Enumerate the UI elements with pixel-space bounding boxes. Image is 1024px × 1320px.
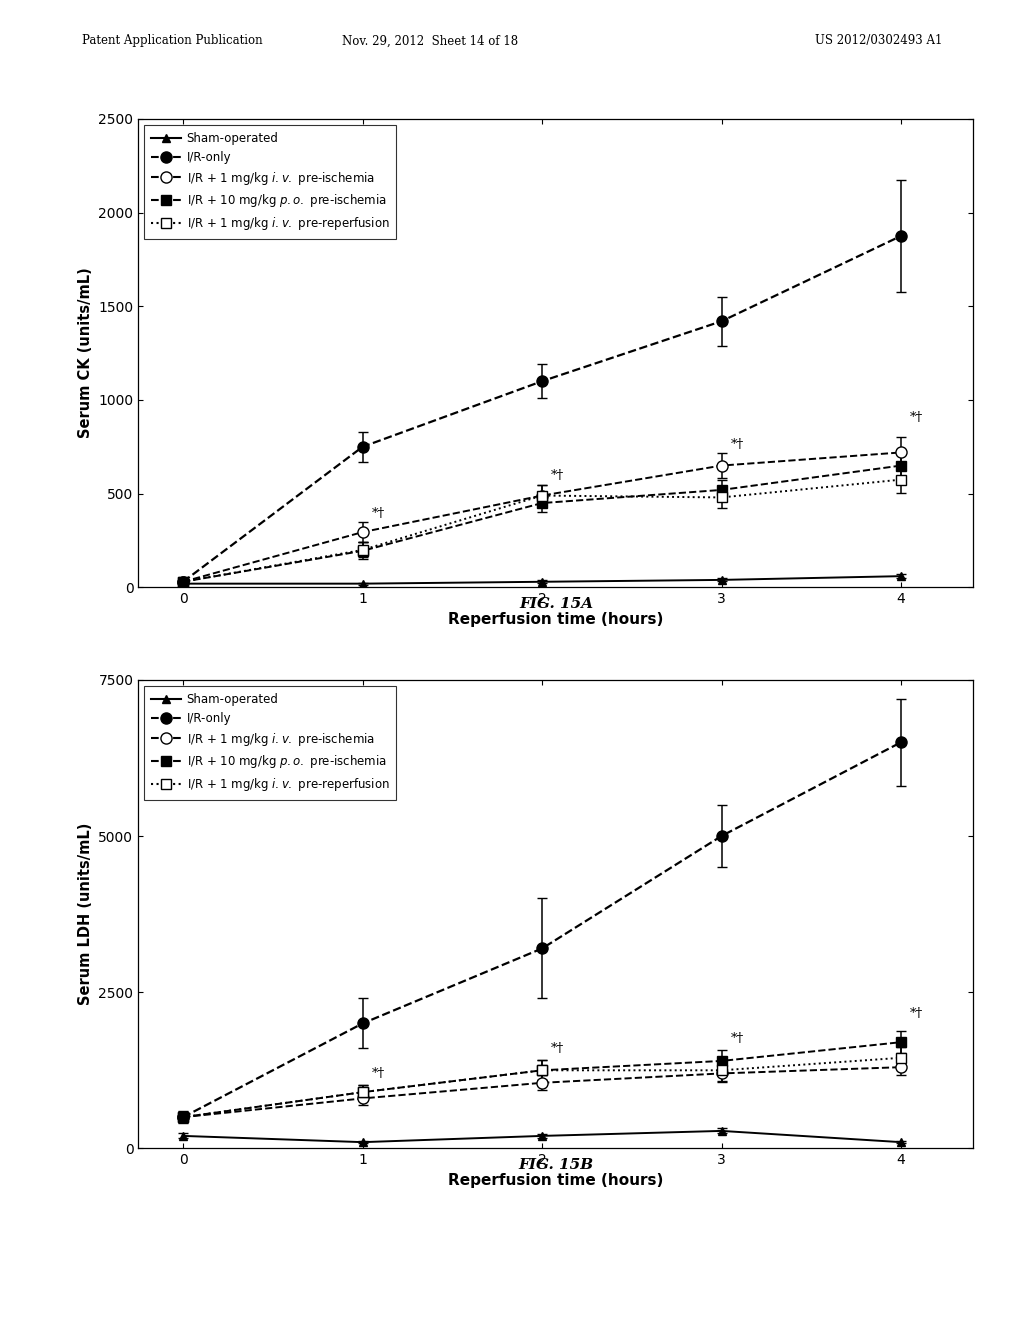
X-axis label: Reperfusion time (hours): Reperfusion time (hours) bbox=[447, 1172, 664, 1188]
Text: US 2012/0302493 A1: US 2012/0302493 A1 bbox=[815, 34, 942, 48]
Text: *†: *† bbox=[730, 1032, 743, 1045]
X-axis label: Reperfusion time (hours): Reperfusion time (hours) bbox=[447, 611, 664, 627]
Text: *†: *† bbox=[551, 470, 564, 482]
Y-axis label: Serum CK (units/mL): Serum CK (units/mL) bbox=[78, 268, 93, 438]
Legend: Sham-operated, I/R-only, I/R + 1 mg/kg $\it{i.v.}$ pre-ischemia, I/R + 10 mg/kg : Sham-operated, I/R-only, I/R + 1 mg/kg $… bbox=[144, 124, 396, 239]
Text: FIG. 15A: FIG. 15A bbox=[519, 597, 593, 611]
Text: *†: *† bbox=[910, 1007, 924, 1020]
Text: Nov. 29, 2012  Sheet 14 of 18: Nov. 29, 2012 Sheet 14 of 18 bbox=[342, 34, 518, 48]
Y-axis label: Serum LDH (units/mL): Serum LDH (units/mL) bbox=[78, 822, 93, 1006]
Legend: Sham-operated, I/R-only, I/R + 1 mg/kg $\it{i.v.}$ pre-ischemia, I/R + 10 mg/kg : Sham-operated, I/R-only, I/R + 1 mg/kg $… bbox=[144, 685, 396, 800]
Text: *†: *† bbox=[730, 437, 743, 450]
Text: *†: *† bbox=[372, 507, 385, 520]
Text: *†: *† bbox=[551, 1041, 564, 1055]
Text: Patent Application Publication: Patent Application Publication bbox=[82, 34, 262, 48]
Text: FIG. 15B: FIG. 15B bbox=[518, 1158, 594, 1172]
Text: *†: *† bbox=[910, 412, 924, 424]
Text: *†: *† bbox=[372, 1067, 385, 1080]
